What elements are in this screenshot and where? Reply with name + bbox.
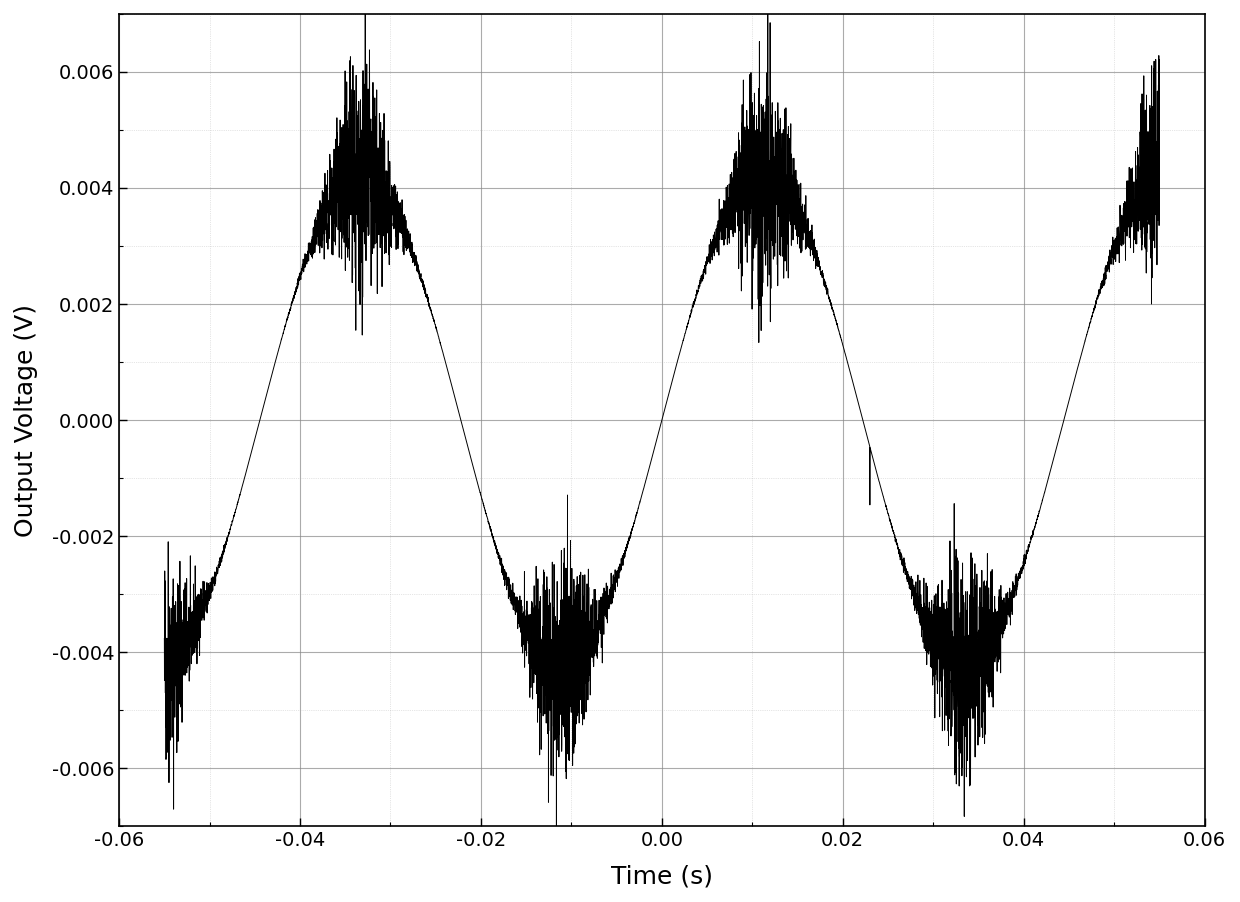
X-axis label: Time (s): Time (s) (611, 864, 713, 888)
Y-axis label: Output Voltage (V): Output Voltage (V) (14, 304, 38, 537)
